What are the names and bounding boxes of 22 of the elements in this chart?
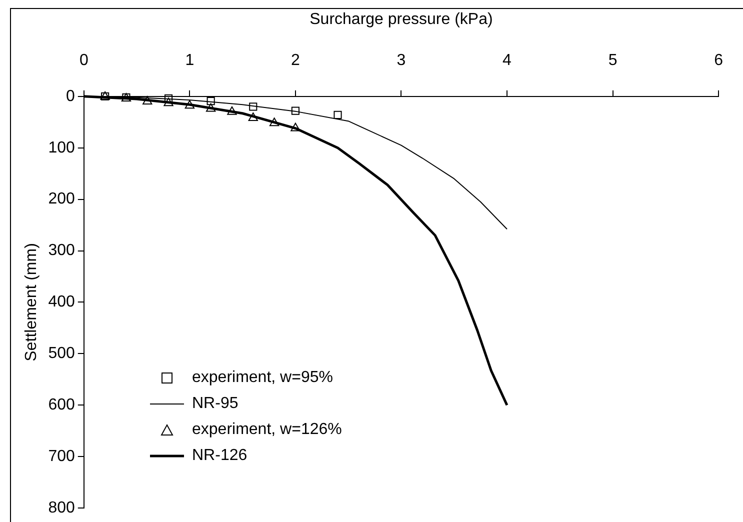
y-tick-label: 700 [48, 448, 75, 465]
y-tick-label: 100 [48, 139, 75, 156]
legend-label: NR-95 [192, 394, 238, 414]
y-tick-label: 800 [48, 499, 75, 516]
legend-label: experiment, w=95% [192, 368, 333, 388]
x-tick-label: 5 [608, 52, 618, 70]
y-axis-title: Settlement (mm) [23, 243, 40, 362]
x-tick-label: 4 [502, 52, 512, 70]
x-tick-label: 2 [290, 52, 300, 70]
legend-label: NR-126 [192, 446, 248, 466]
legend-label: experiment, w=126% [192, 420, 342, 440]
y-tick-label: 200 [48, 190, 75, 208]
x-tick-label: 6 [714, 52, 724, 70]
x-tick-label: 3 [396, 52, 406, 70]
y-tick-label: 400 [48, 294, 75, 311]
y-tick-label: 0 [66, 88, 75, 105]
y-tick-label: 300 [48, 242, 75, 260]
y-tick-label: 600 [48, 396, 75, 414]
x-axis-title: Surcharge pressure (kPa) [310, 11, 493, 28]
y-tick-label: 500 [48, 345, 75, 362]
x-tick-label: 0 [79, 52, 88, 70]
x-tick-label: 1 [185, 52, 194, 70]
